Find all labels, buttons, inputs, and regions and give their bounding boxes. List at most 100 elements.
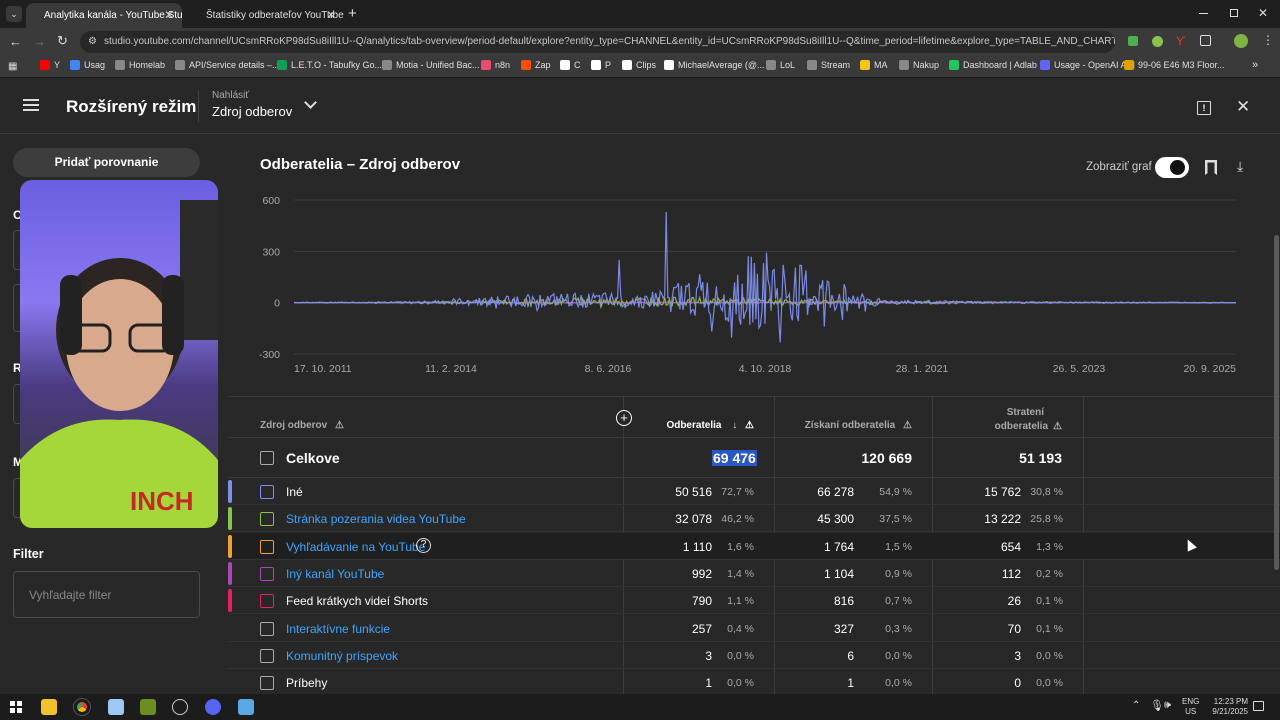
row-checkbox[interactable] [260, 594, 274, 609]
lost-value: 112 [1001, 566, 1021, 581]
forward-icon[interactable]: → [33, 34, 46, 49]
minecraft-icon[interactable] [140, 699, 156, 715]
bookmark-item[interactable]: Y [40, 60, 60, 70]
tab-close-icon[interactable]: ✕ [163, 8, 174, 22]
report-selector[interactable]: Nahlásiť Zdroj odberov [212, 90, 322, 126]
gained-percent: 0,0 % [885, 649, 912, 662]
subscribers-percent: 1,1 % [727, 595, 754, 608]
column-header-lost[interactable]: Stratení odberatelia ⚠ [950, 406, 1062, 434]
bookmark-favicon-icon [1124, 60, 1134, 70]
source-label[interactable]: Iný kanál YouTube [286, 566, 385, 581]
add-comparison-button[interactable]: Pridať porovnanie [13, 148, 200, 177]
bookmark-item[interactable]: API/Service details –... [175, 60, 280, 70]
bookmark-item[interactable]: P [591, 60, 611, 70]
source-label[interactable]: Stránka pozerania videa YouTube [286, 512, 466, 527]
extension-icon[interactable]: ϒ [1176, 34, 1186, 48]
bookmark-label: C [574, 60, 581, 70]
bookmark-item[interactable]: L.E.T.O - Tabuľky Go... [277, 60, 382, 70]
bookmark-icon[interactable] [1205, 160, 1217, 175]
column-header-subscribers[interactable]: Odberatelia ↓ ⚠ [640, 420, 754, 431]
discord-icon[interactable] [205, 699, 221, 715]
show-hidden-icons[interactable]: ⌃ [1132, 700, 1141, 711]
subscribers-line-chart: 600 300 0 -300 17. 10. 2011 11. 2. 2014 8. 6. … [259, 195, 1236, 375]
row-checkbox[interactable] [260, 676, 274, 691]
bookmark-item[interactable]: Stream [807, 60, 850, 70]
clock[interactable]: 12:23 PM 9/21/2025 [1202, 697, 1248, 717]
calculator-icon[interactable] [238, 699, 254, 715]
bookmark-item[interactable]: LoL [766, 60, 795, 70]
bookmark-item[interactable]: Motia - Unified Bac... [382, 60, 480, 70]
profile-avatar-icon[interactable] [1234, 34, 1248, 48]
row-checkbox[interactable] [260, 621, 274, 636]
bookmark-favicon-icon [899, 60, 909, 70]
row-checkbox[interactable] [260, 539, 274, 554]
row-checkbox[interactable] [260, 512, 274, 527]
series-color-stripe [228, 561, 232, 585]
source-label[interactable]: Interaktívne funkcie [286, 621, 391, 636]
volume-icon[interactable]: 🕪 [1164, 699, 1171, 711]
app-icon[interactable] [108, 699, 124, 715]
app-icon[interactable] [172, 699, 188, 715]
minimize-window-icon[interactable] [1199, 13, 1208, 14]
row-checkbox[interactable] [260, 566, 274, 581]
bookmark-item[interactable]: Clips [622, 60, 656, 70]
reload-icon[interactable]: ↻ [57, 33, 68, 48]
download-icon[interactable]: ⤓ [1237, 158, 1244, 174]
bookmark-label: Y [54, 60, 61, 70]
filter-search-input[interactable]: Vyhľadajte filter [13, 571, 200, 618]
close-icon[interactable]: ✕ [1236, 97, 1251, 116]
page-scrollbar[interactable] [1274, 235, 1279, 570]
source-label[interactable]: Komunitný príspevok [286, 648, 399, 663]
start-windows-icon[interactable] [10, 701, 22, 713]
address-bar[interactable]: ⚙ studio.youtube.com/channel/UCsmRRoKP98… [80, 31, 1115, 53]
bookmark-item[interactable]: MA [860, 60, 888, 70]
extension-icon[interactable] [1152, 36, 1163, 47]
bookmark-item[interactable]: C [560, 60, 581, 70]
file-explorer-icon[interactable] [41, 699, 57, 715]
bookmark-item[interactable]: Zap [521, 60, 551, 70]
close-window-icon[interactable]: ✕ [1258, 6, 1269, 20]
column-header-gained[interactable]: Získaní odberatelia ⚠ [790, 420, 912, 431]
extension-icon[interactable] [1128, 36, 1138, 46]
help-icon[interactable]: ? [416, 537, 431, 553]
microphone-icon[interactable]: 🎙 [1150, 700, 1164, 712]
lost-percent: 0,2 % [1036, 567, 1063, 580]
source-label[interactable]: Vyhľadávanie na YouTube [286, 539, 426, 554]
tab-list-menu-icon[interactable]: ⌄ [6, 6, 22, 22]
hamburger-menu-icon[interactable] [23, 99, 39, 111]
bookmark-item[interactable]: MichaelAverage (@... [664, 60, 765, 70]
bookmark-item[interactable]: n8n [481, 60, 510, 70]
bookmark-item[interactable]: 99-06 E46 M3 Floor... [1124, 60, 1225, 70]
site-info-icon[interactable]: ⚙ [88, 36, 97, 47]
more-bookmarks-icon[interactable]: » [1252, 59, 1259, 71]
gained-percent: 0,0 % [885, 677, 912, 690]
bookmark-item[interactable]: Usag [70, 60, 105, 70]
total-row-checkbox[interactable] [260, 451, 274, 465]
browser-menu-icon[interactable]: ⋮ [1262, 33, 1274, 47]
language-indicator[interactable]: ENG US [1182, 697, 1199, 717]
extensions-puzzle-icon[interactable] [1200, 35, 1211, 46]
column-header-source[interactable]: Zdroj odberov ⚠ [260, 420, 344, 431]
bookmark-favicon-icon [521, 60, 531, 70]
row-checkbox[interactable] [260, 485, 274, 499]
series-color-stripe [228, 480, 232, 503]
back-icon[interactable]: ← [9, 34, 22, 49]
apps-grid-icon[interactable]: ▦ [8, 61, 18, 72]
tab-youtube-studio-analytics[interactable]: Analytika kanála - YouTube Stu ✕ [26, 3, 182, 28]
show-chart-toggle[interactable] [1155, 157, 1189, 178]
restore-window-icon[interactable] [1230, 9, 1238, 17]
feedback-icon[interactable]: ! [1197, 101, 1211, 115]
tab-subscriber-stats[interactable]: Štatistiky odberateľov YouTube ✕ [194, 3, 344, 28]
new-tab-icon[interactable]: + [348, 5, 357, 22]
notifications-icon[interactable] [1253, 701, 1264, 711]
add-metric-icon[interactable]: + [616, 410, 632, 426]
tab-close-icon[interactable]: ✕ [325, 8, 336, 22]
chrome-icon[interactable] [74, 699, 90, 715]
gained-value: 1 [847, 676, 854, 691]
bookmark-item[interactable]: Homelab [115, 60, 165, 70]
bookmark-item[interactable]: Usage - OpenAI API [1040, 60, 1135, 70]
bookmark-item[interactable]: Nakup [899, 60, 939, 70]
row-checkbox[interactable] [260, 648, 274, 663]
series-color-stripe [228, 507, 232, 531]
bookmark-item[interactable]: Dashboard | Adlab [949, 60, 1037, 70]
